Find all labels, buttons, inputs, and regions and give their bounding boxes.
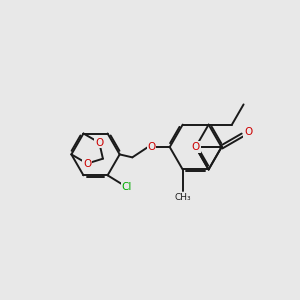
- Text: Cl: Cl: [122, 182, 132, 192]
- Text: O: O: [95, 138, 103, 148]
- Text: CH₃: CH₃: [174, 193, 191, 202]
- Text: O: O: [191, 142, 200, 152]
- Text: O: O: [83, 158, 91, 169]
- Text: O: O: [147, 142, 156, 152]
- Text: O: O: [244, 127, 252, 137]
